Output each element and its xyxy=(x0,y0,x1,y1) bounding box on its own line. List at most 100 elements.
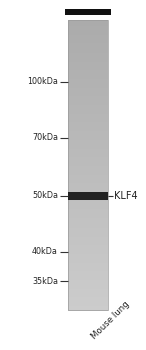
Bar xyxy=(68,305,108,307)
Bar xyxy=(68,290,108,292)
Bar xyxy=(68,25,108,26)
Bar xyxy=(68,164,108,166)
Bar xyxy=(68,208,108,209)
Bar xyxy=(68,133,108,134)
Bar xyxy=(68,194,108,195)
Bar xyxy=(68,41,108,43)
Bar xyxy=(68,118,108,119)
Bar xyxy=(68,232,108,233)
Bar xyxy=(68,31,108,32)
Bar xyxy=(68,139,108,140)
Bar xyxy=(68,172,108,173)
Bar xyxy=(68,204,108,205)
Bar xyxy=(68,209,108,211)
Bar xyxy=(68,218,108,220)
Bar xyxy=(68,264,108,265)
Bar xyxy=(68,290,108,291)
Bar xyxy=(68,184,108,186)
Bar xyxy=(68,271,108,273)
Bar xyxy=(68,201,108,202)
Bar xyxy=(68,92,108,93)
Bar xyxy=(68,85,108,86)
Bar xyxy=(68,93,108,95)
Bar xyxy=(68,37,108,39)
Bar xyxy=(68,104,108,106)
Bar xyxy=(68,140,108,141)
Bar xyxy=(68,39,108,41)
Bar xyxy=(68,166,108,167)
Bar xyxy=(68,176,108,177)
Bar xyxy=(68,205,108,206)
Bar xyxy=(68,57,108,58)
Bar xyxy=(68,87,108,88)
Bar xyxy=(68,83,108,84)
Bar xyxy=(68,286,108,287)
Bar xyxy=(68,42,108,44)
Bar xyxy=(68,234,108,236)
Bar xyxy=(68,27,108,28)
Bar xyxy=(68,125,108,127)
Bar xyxy=(68,58,108,59)
Bar xyxy=(68,214,108,215)
Bar xyxy=(68,174,108,175)
Bar xyxy=(68,122,108,124)
Bar xyxy=(68,97,108,99)
Bar xyxy=(68,215,108,217)
Bar xyxy=(68,120,108,122)
Bar xyxy=(68,73,108,75)
Bar xyxy=(68,82,108,83)
Bar xyxy=(68,165,108,167)
Bar xyxy=(68,278,108,280)
Bar xyxy=(68,153,108,155)
Bar xyxy=(68,128,108,130)
Bar xyxy=(68,144,108,145)
Bar xyxy=(68,52,108,53)
Bar xyxy=(68,75,108,77)
Bar xyxy=(68,277,108,279)
Bar xyxy=(68,130,108,132)
Bar xyxy=(68,304,108,306)
Bar xyxy=(68,34,108,35)
Bar xyxy=(68,153,108,154)
Bar xyxy=(68,280,108,281)
Bar xyxy=(68,217,108,219)
Bar xyxy=(68,273,108,275)
Bar xyxy=(68,283,108,285)
Bar xyxy=(68,196,108,197)
Bar xyxy=(68,143,108,144)
Bar xyxy=(68,230,108,231)
Bar xyxy=(68,199,108,200)
Bar xyxy=(68,309,108,310)
Bar xyxy=(68,111,108,112)
Bar xyxy=(68,186,108,188)
Bar xyxy=(68,167,108,168)
Bar xyxy=(68,173,108,174)
Text: KLF4: KLF4 xyxy=(114,191,138,201)
Bar xyxy=(68,105,108,106)
Bar xyxy=(68,267,108,269)
Bar xyxy=(68,256,108,257)
Bar xyxy=(68,249,108,251)
Text: 50kDa: 50kDa xyxy=(32,191,58,201)
Bar xyxy=(68,223,108,224)
Bar xyxy=(68,135,108,136)
Bar xyxy=(68,147,108,148)
Bar xyxy=(68,197,108,198)
Bar xyxy=(68,202,108,203)
Bar xyxy=(68,146,108,147)
Bar xyxy=(68,293,108,294)
Bar xyxy=(68,154,108,156)
Bar xyxy=(68,107,108,108)
Bar xyxy=(68,240,108,242)
Bar xyxy=(68,189,108,191)
Bar xyxy=(68,211,108,213)
Bar xyxy=(68,86,108,87)
Bar xyxy=(68,251,108,252)
Bar xyxy=(68,117,108,118)
Bar xyxy=(68,50,108,51)
Bar xyxy=(68,91,108,92)
Bar xyxy=(68,272,108,274)
Bar xyxy=(68,276,108,278)
Bar xyxy=(68,78,108,79)
Bar xyxy=(68,288,108,289)
